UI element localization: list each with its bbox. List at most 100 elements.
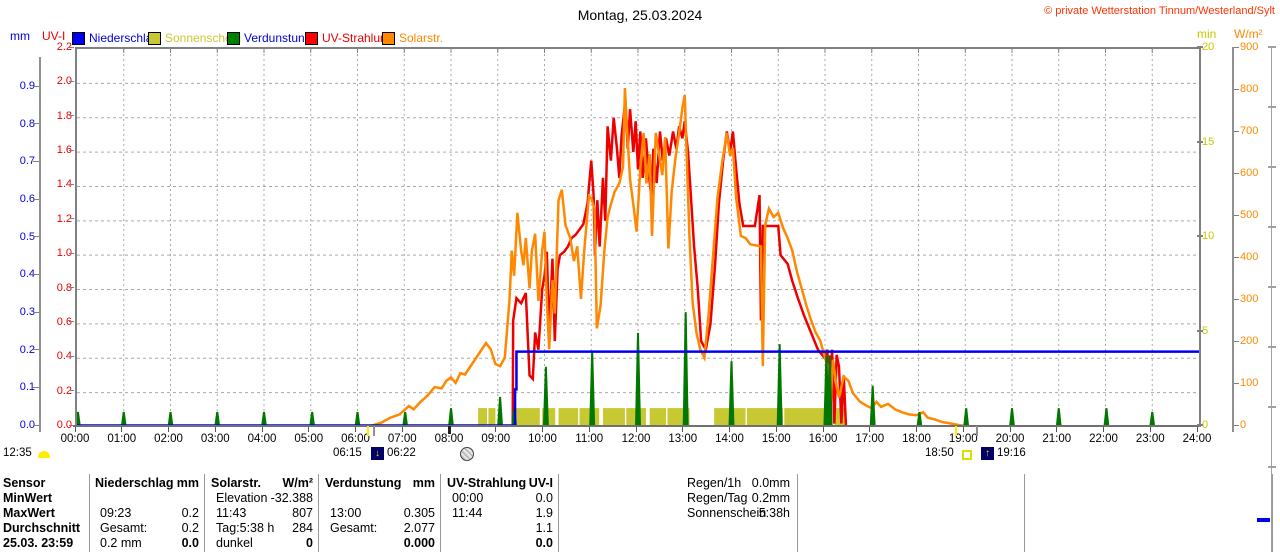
evaporation-spike bbox=[728, 361, 735, 427]
time-axis-label: 02:00 bbox=[154, 433, 183, 445]
wm2-axis-label: 200 bbox=[1240, 335, 1259, 347]
sunshine-bar bbox=[649, 408, 667, 427]
cell-value: 1.1 bbox=[535, 521, 553, 535]
blue-marker-dash bbox=[1257, 518, 1270, 522]
cell-value: 0.2 bbox=[181, 521, 199, 535]
dusk-tick bbox=[372, 426, 375, 436]
cell-value: 284 bbox=[292, 521, 313, 535]
evaporation-spike bbox=[776, 344, 783, 427]
uvi-axis-tick bbox=[69, 218, 74, 220]
mm-axis-tick bbox=[33, 386, 39, 388]
time-axis-tick bbox=[261, 427, 263, 432]
station-copyright: © private Wetterstation Tinnum/Westerlan… bbox=[1044, 5, 1275, 17]
cell-label: Elevation bbox=[216, 491, 268, 505]
time-axis-tick bbox=[682, 427, 684, 432]
uvi-axis-label: 0.6 bbox=[56, 315, 72, 328]
mm-axis-tick bbox=[33, 85, 39, 87]
table-separator bbox=[797, 474, 798, 552]
evaporation-spike bbox=[120, 411, 127, 427]
culmination-time: 12:35 bbox=[3, 447, 32, 459]
sunset-end-time: 19:16 bbox=[997, 447, 1026, 459]
min-axis-unit: min bbox=[1197, 27, 1217, 41]
legend-item-uvstrahlung: UV-Strahlung bbox=[305, 31, 393, 45]
time-axis-tick bbox=[1149, 427, 1151, 432]
uvi-axis-tick bbox=[69, 355, 74, 357]
time-axis-label: 16:00 bbox=[808, 433, 838, 445]
sunshine-bar bbox=[746, 408, 783, 427]
mm-axis-line bbox=[39, 57, 41, 432]
uvi-axis-tick bbox=[69, 321, 74, 323]
cell-value: 0.2 bbox=[181, 506, 199, 520]
mm-axis-label: 0.9 bbox=[19, 80, 35, 92]
solar-line bbox=[371, 87, 978, 429]
time-axis-tick bbox=[775, 427, 777, 432]
mm-axis-label: 0.4 bbox=[19, 268, 35, 281]
cell-value: -32.388 bbox=[270, 491, 313, 505]
cell-label: dunkel bbox=[216, 536, 253, 550]
time-axis-label: 04:00 bbox=[247, 433, 277, 445]
summary-value: 5:38h bbox=[758, 506, 790, 520]
time-axis-label: 18:00 bbox=[902, 433, 931, 445]
edge-axis-tick bbox=[1268, 406, 1276, 408]
min-axis-label: 20 bbox=[1202, 41, 1215, 53]
uvi-axis-label: 0.8 bbox=[56, 281, 72, 294]
cell-value: 0.000 bbox=[403, 536, 435, 550]
edge-axis-tick bbox=[1268, 286, 1276, 288]
moon-event-tick bbox=[448, 426, 451, 434]
edge-axis-tick bbox=[1268, 466, 1276, 468]
sunshine-bar bbox=[784, 408, 829, 427]
mm-axis-label: 0.8 bbox=[19, 117, 35, 130]
time-axis-tick bbox=[355, 427, 356, 432]
col-header-name: Verdunstung bbox=[325, 476, 402, 490]
sun-icon bbox=[38, 451, 50, 458]
uvi-axis-tick bbox=[69, 252, 74, 254]
col-header-unit: UV-I bbox=[528, 476, 553, 490]
time-axis-label: 12:00 bbox=[621, 433, 651, 445]
sunrise-end-time: 06:22 bbox=[387, 447, 416, 459]
summary-value: 0.0mm bbox=[751, 476, 790, 490]
time-axis-tick bbox=[729, 427, 730, 432]
uvi-axis-label: 2.2 bbox=[56, 41, 72, 53]
legend-swatch-icon bbox=[227, 31, 240, 45]
sunrise-icon: ↓ bbox=[371, 447, 384, 460]
sunshine-bar bbox=[488, 408, 496, 427]
evaporation-spike bbox=[916, 411, 923, 427]
row-header: Durchschnitt bbox=[3, 521, 81, 535]
cell-value: 0.305 bbox=[403, 506, 435, 520]
mm-axis-label: 0.0 bbox=[19, 419, 35, 431]
time-axis-label: 23:00 bbox=[1135, 433, 1165, 445]
time-axis-tick bbox=[308, 427, 310, 432]
cell-value: 0.0 bbox=[535, 491, 553, 505]
wm2-axis-label: 800 bbox=[1240, 83, 1259, 95]
evaporation-spike bbox=[1149, 411, 1156, 427]
time-axis-tick bbox=[74, 427, 76, 432]
dusk-tick bbox=[975, 426, 978, 436]
time-axis-label: 15:00 bbox=[761, 433, 791, 445]
cell-label: Tag:5:38 h bbox=[216, 521, 275, 535]
cell-value: 1.9 bbox=[535, 506, 553, 520]
wm2-axis-tick bbox=[1234, 298, 1239, 300]
uvi-axis-tick bbox=[69, 115, 74, 117]
time-axis-tick bbox=[121, 427, 123, 432]
wm2-axis-unit: W/m² bbox=[1234, 27, 1263, 41]
mm-axis-tick bbox=[33, 198, 39, 200]
legend-item-verdunstung: Verdunstung bbox=[227, 31, 311, 45]
wm2-axis-tick bbox=[1234, 88, 1239, 90]
uvi-axis-tick bbox=[69, 424, 74, 426]
time-axis-label: 00:00 bbox=[60, 433, 90, 445]
mm-axis-tick bbox=[33, 160, 39, 162]
row-header: 25.03. 23:59 bbox=[3, 536, 74, 550]
time-axis-label: 19:00 bbox=[948, 433, 978, 445]
uvi-axis-label: 1.0 bbox=[56, 247, 72, 260]
mm-axis-unit: mm bbox=[10, 29, 30, 43]
uvi-axis-tick bbox=[69, 390, 74, 392]
time-axis-label: 10:00 bbox=[528, 433, 557, 445]
evaporation-spike bbox=[497, 396, 504, 427]
uvi-axis-label: 0.0 bbox=[56, 419, 72, 431]
sunshine-bar bbox=[602, 408, 625, 427]
edge-axis-tick bbox=[1268, 226, 1276, 228]
edge-axis-tick bbox=[1268, 166, 1276, 168]
evaporation-spike bbox=[448, 408, 454, 427]
wm2-axis-tick bbox=[1234, 340, 1239, 342]
summary-label: Regen/Tag bbox=[687, 491, 748, 505]
